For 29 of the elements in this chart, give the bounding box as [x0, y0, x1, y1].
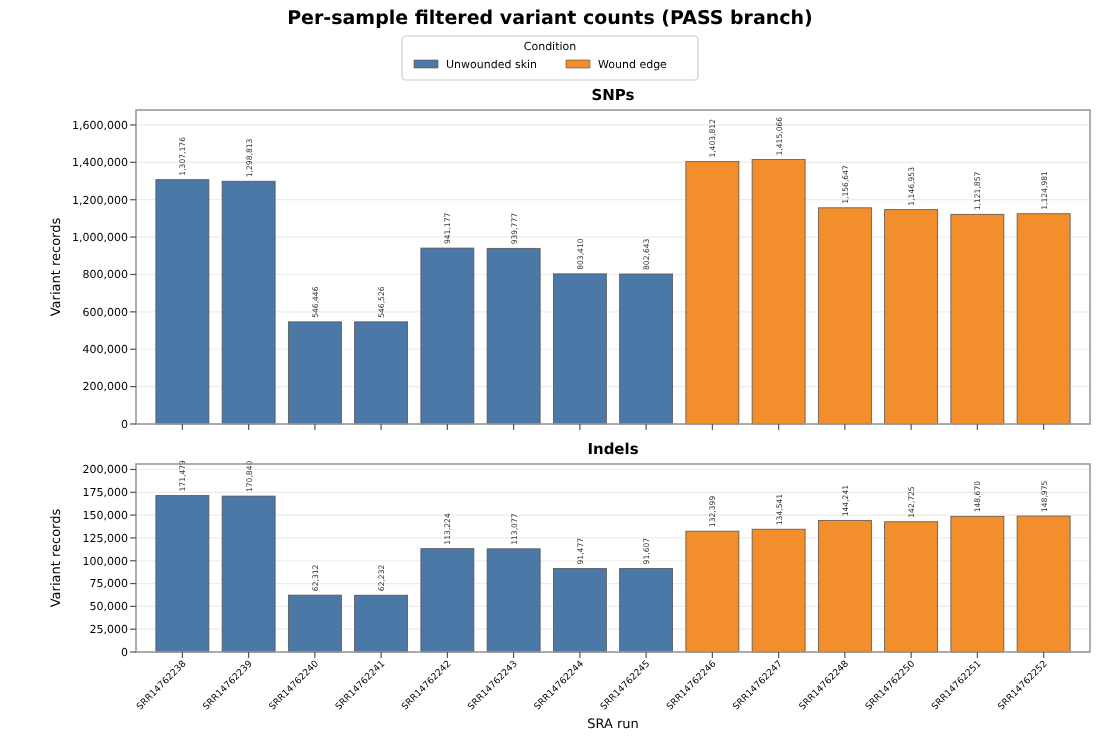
bar [751, 528, 806, 653]
bar [155, 179, 210, 425]
bar [486, 548, 541, 653]
bar [1016, 515, 1071, 653]
bar [221, 180, 276, 425]
bar [817, 207, 872, 425]
bar [420, 548, 475, 653]
bar [1016, 213, 1071, 425]
bar [287, 594, 342, 653]
bar [552, 273, 607, 425]
bar [685, 530, 740, 653]
bar [619, 273, 674, 425]
bar [950, 515, 1005, 653]
bar [552, 568, 607, 653]
bar [354, 321, 409, 425]
bar [751, 159, 806, 425]
bar [287, 321, 342, 425]
bar [221, 495, 276, 653]
bar [884, 209, 939, 425]
bar [950, 213, 1005, 425]
bar [354, 594, 409, 653]
bar [685, 161, 740, 425]
bar [619, 568, 674, 653]
bar [884, 521, 939, 653]
bar [486, 247, 541, 425]
chart-title: Per-sample filtered variant counts (PASS branch) [287, 8, 813, 30]
bar [817, 519, 872, 653]
bar [155, 495, 210, 653]
bar [420, 247, 475, 425]
